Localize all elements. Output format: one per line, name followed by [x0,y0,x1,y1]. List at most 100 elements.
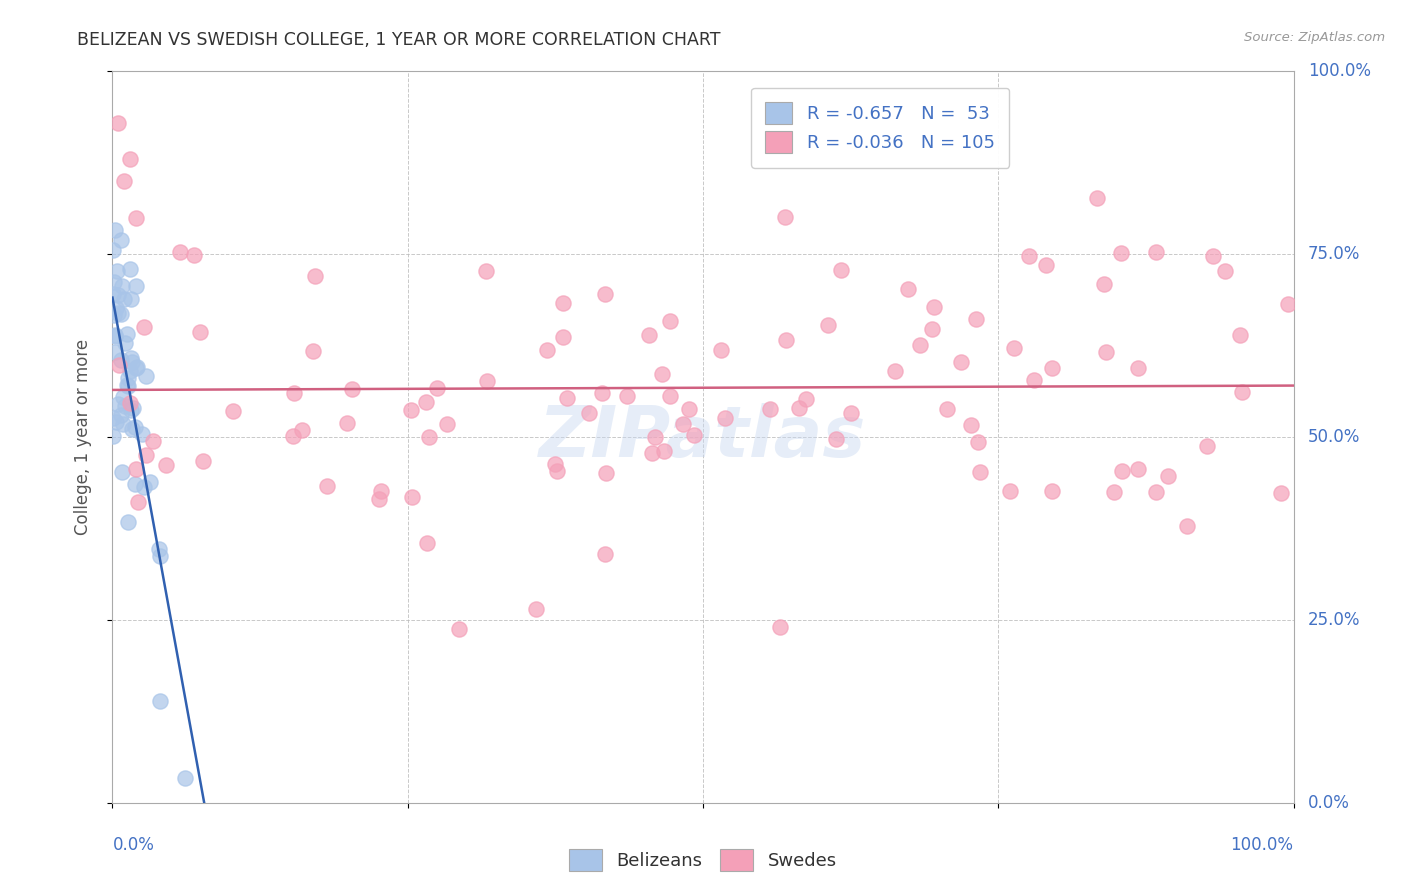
Legend: Belizeans, Swedes: Belizeans, Swedes [562,842,844,879]
Point [122,401,145,416]
Point [1157,469,1180,483]
Point [418,430,440,444]
Point [125,279,148,293]
Point [283,386,305,401]
Point [110,233,132,247]
Point [103,308,125,322]
Point [101,243,124,257]
Point [658,313,681,327]
Point [101,410,124,425]
Point [117,516,139,530]
Point [101,429,124,443]
Point [1095,344,1118,359]
Point [336,416,359,430]
Point [1229,327,1251,342]
Text: BELIZEAN VS SWEDISH COLLEGE, 1 YEAR OR MORE CORRELATION CHART: BELIZEAN VS SWEDISH COLLEGE, 1 YEAR OR M… [77,31,721,49]
Text: ZIPatlas: ZIPatlas [540,402,866,472]
Point [595,286,617,301]
Point [104,329,127,343]
Point [104,416,127,430]
Point [897,282,920,296]
Point [1202,249,1225,263]
Point [114,336,136,351]
Point [959,418,981,433]
Point [107,396,129,410]
Point [1230,385,1253,400]
Point [1092,277,1115,292]
Point [134,480,156,494]
Point [543,457,565,471]
Point [794,392,817,406]
Point [222,404,245,418]
Point [107,288,129,302]
Point [449,622,471,636]
Point [713,411,735,425]
Point [107,358,129,372]
Point [1040,484,1063,499]
Point [114,400,136,414]
Point [825,432,848,446]
Point [578,406,600,420]
Point [1024,373,1046,387]
Point [682,428,704,442]
Point [839,406,862,420]
Point [553,330,575,344]
Point [477,374,499,388]
Legend: R = -0.657   N =  53, R = -0.036   N = 105: R = -0.657 N = 53, R = -0.036 N = 105 [751,87,1010,168]
Point [304,269,326,284]
Point [936,402,959,417]
Point [291,423,314,437]
Point [125,361,148,376]
Point [120,152,142,166]
Text: 100.0%: 100.0% [1230,836,1294,854]
Point [551,296,574,310]
Point [149,549,172,563]
Point [555,391,578,405]
Point [120,402,142,417]
Point [142,434,165,449]
Point [131,427,153,442]
Point [658,389,681,403]
Point [104,223,127,237]
Point [117,371,139,385]
Point [644,430,666,444]
Point [124,477,146,491]
Point [416,535,439,549]
Point [759,401,782,416]
Point [401,490,423,504]
Point [1018,249,1040,263]
Point [368,492,391,507]
Point [768,620,790,634]
Point [910,338,932,352]
Point [1144,245,1167,260]
Point [104,345,127,359]
Point [1002,341,1025,355]
Point [104,301,127,315]
Point [111,279,134,293]
Point [183,248,205,262]
Point [111,465,134,479]
Point [641,446,664,460]
Point [1109,246,1132,260]
Text: 0.0%: 0.0% [1308,794,1350,812]
Point [193,454,215,468]
Point [188,325,211,339]
Point [1213,264,1236,278]
Point [112,390,135,404]
Point [637,328,659,343]
Point [124,419,146,434]
Point [117,326,139,341]
Point [118,364,141,378]
Point [112,417,135,431]
Point [651,367,673,381]
Point [1270,486,1292,500]
Point [340,382,363,396]
Point [546,464,568,478]
Point [436,417,458,432]
Text: 75.0%: 75.0% [1308,245,1360,263]
Point [965,311,987,326]
Point [967,435,990,450]
Point [139,475,162,489]
Point [125,359,148,374]
Point [524,602,547,616]
